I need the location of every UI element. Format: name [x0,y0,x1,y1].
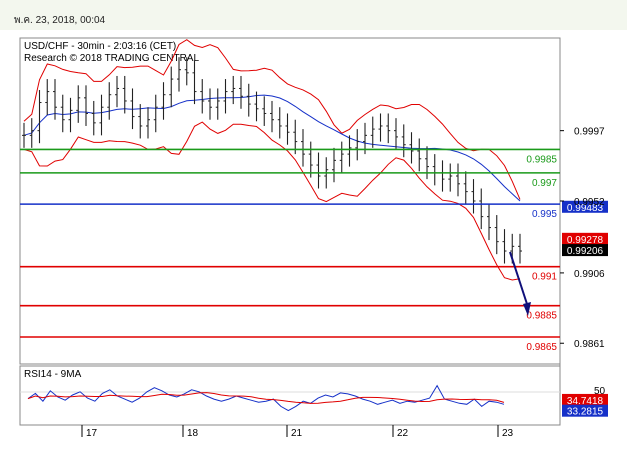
chart-subtitle: Research © 2018 TRADING CENTRAL [24,53,199,64]
rsi-tag-box-1 [562,404,608,417]
price-tick-label-0: 0.9997 [574,127,605,138]
timestamp: พ.ค. 23, 2018, 00:04 [14,15,106,26]
rsi-tag-box-0 [562,393,608,406]
rsi-tag-label-0: 34.7418 [567,396,604,407]
level-label-3: 0.991 [532,272,557,283]
level-label-4: 0.9885 [526,311,557,322]
moving-average [23,94,521,202]
price-tag-box-1 [562,232,608,245]
price-tick-label-2: 0.9906 [574,269,605,280]
level-label-5: 0.9865 [526,342,557,353]
forecast-arrow [509,251,531,316]
rsi-lines [27,384,505,412]
chart-title: USD/CHF - 30min - 2:03:16 (CET) [24,41,176,52]
main-panel-frame [19,37,561,365]
time-tick-label-2: 21 [291,428,303,439]
price-tag-box-2 [562,244,608,257]
rsi-line [27,384,505,412]
lower-band [23,121,521,281]
rsi-50-label: 50 [594,386,606,397]
support-resistance-levels: 0.9985 0.997 0.995 0.991 0.9885 0.9865 [20,148,560,353]
price-tick-label-1: 0.9952 [574,197,605,208]
level-label-0: 0.9985 [526,154,557,165]
upper-band [23,39,521,200]
time-tick-label-0: 17 [86,428,98,439]
level-label-2: 0.995 [532,209,557,220]
price-bars [22,57,522,264]
rsi-label: RSI14 - 9MA [24,369,82,380]
rsi-tag-label-1: 33.2815 [567,407,604,418]
price-tag-label-1: 0.99278 [567,235,604,246]
time-tick-label-3: 22 [397,428,409,439]
price-tag-label-0: 0.99483 [567,203,604,214]
bollinger-bands [23,39,521,281]
price-tag-box-0 [562,200,608,213]
price-tick-label-3: 0.9861 [574,339,605,350]
time-tick-label-4: 23 [502,428,514,439]
price-tag-label-2: 0.99206 [567,246,604,257]
time-axis: 17 18 21 22 23 [81,425,514,439]
rsi-ma-line [27,392,505,404]
time-tick-label-1: 18 [187,428,199,439]
top-bar: พ.ค. 23, 2018, 00:04 [0,0,627,30]
price-axis-ticks: 0.9997 0.9952 0.9906 0.9861 [560,127,605,350]
level-label-1: 0.997 [532,178,557,189]
